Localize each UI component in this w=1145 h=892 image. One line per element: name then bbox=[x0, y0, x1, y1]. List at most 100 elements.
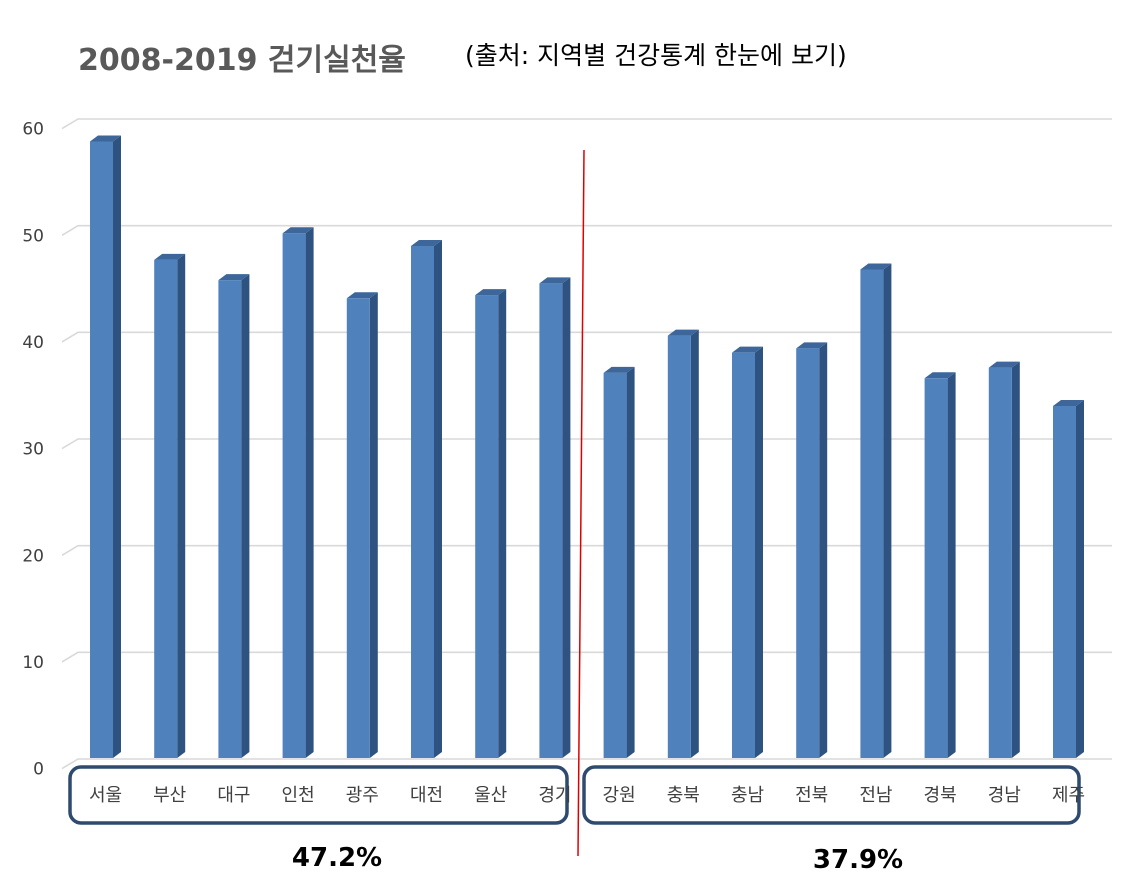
bar-front bbox=[667, 335, 691, 758]
bar-front bbox=[603, 372, 627, 758]
bar bbox=[154, 253, 186, 758]
bar-front bbox=[1053, 406, 1076, 758]
bar bbox=[667, 329, 699, 758]
group-boxes: 47.2% 37.9% bbox=[68, 765, 1081, 875]
bar-top bbox=[603, 366, 635, 373]
x-tick-label: 경기 bbox=[538, 785, 571, 806]
group-box bbox=[582, 765, 1081, 825]
bar-side bbox=[626, 366, 635, 758]
bar-side bbox=[883, 263, 892, 758]
bar-side bbox=[562, 277, 571, 758]
bar bbox=[860, 263, 892, 758]
bar-front bbox=[988, 367, 1012, 758]
bar-top bbox=[860, 263, 892, 270]
x-tick-label: 인천 bbox=[282, 785, 315, 806]
x-tick-label: 대전 bbox=[410, 785, 443, 806]
bar-side bbox=[947, 372, 956, 758]
bar bbox=[924, 372, 956, 758]
bar-top bbox=[732, 346, 763, 353]
grid-line bbox=[61, 544, 1112, 556]
bar-front bbox=[475, 295, 499, 758]
bar-front bbox=[539, 283, 563, 758]
x-tick-label: 울산 bbox=[474, 785, 507, 806]
bar-top bbox=[924, 372, 956, 379]
y-tick-label: 0 bbox=[33, 760, 44, 780]
bar-side bbox=[434, 240, 442, 758]
x-tick-label: 경남 bbox=[988, 785, 1021, 806]
x-tick-label: 대구 bbox=[217, 785, 250, 806]
bar-front bbox=[924, 378, 948, 758]
bar-top bbox=[154, 253, 186, 260]
bar-side bbox=[241, 274, 250, 758]
bar bbox=[539, 277, 571, 758]
bar-front bbox=[90, 141, 113, 758]
bar bbox=[90, 135, 121, 758]
bar-top bbox=[667, 329, 699, 336]
y-tick-label: 50 bbox=[22, 226, 44, 246]
x-axis-labels: 서울 부산 대구 인천 광주 대전 울산 경기 강원 충북 충남 전북 전남 경북 경남 제주 bbox=[89, 785, 1085, 806]
bar-front bbox=[411, 246, 434, 758]
group-divider bbox=[577, 149, 585, 857]
x-tick-label: 강원 bbox=[603, 785, 636, 806]
bar-top bbox=[1053, 400, 1084, 406]
bar bbox=[732, 346, 763, 758]
grid-line bbox=[61, 331, 1112, 343]
grid-lines bbox=[61, 118, 1112, 770]
bar bbox=[411, 240, 442, 758]
bar bbox=[988, 361, 1020, 758]
bar-top bbox=[282, 227, 314, 234]
bar-side bbox=[498, 289, 507, 758]
bar-top bbox=[90, 135, 121, 142]
x-tick-label: 서울 bbox=[89, 785, 122, 806]
grid-line bbox=[61, 651, 1112, 663]
bar-top bbox=[796, 342, 828, 349]
bar-top bbox=[475, 289, 507, 296]
y-tick-label: 30 bbox=[22, 440, 44, 460]
grid-line bbox=[61, 224, 1112, 236]
y-tick-label: 40 bbox=[22, 333, 44, 353]
bar-front bbox=[732, 352, 755, 758]
y-tick-label: 20 bbox=[22, 546, 44, 566]
x-tick-label: 제주 bbox=[1052, 785, 1085, 806]
bar-front bbox=[346, 298, 370, 758]
y-tick-label: 60 bbox=[22, 120, 44, 140]
y-axis-ticks: 0 10 20 30 40 50 60 bbox=[22, 120, 44, 780]
bar-side bbox=[690, 329, 699, 758]
group-average-label: 37.9% bbox=[813, 845, 903, 875]
grid-line bbox=[61, 118, 1112, 130]
bar bbox=[282, 227, 314, 758]
x-tick-label: 전남 bbox=[859, 785, 892, 806]
bar bbox=[1053, 400, 1084, 758]
y-tick-label: 10 bbox=[22, 653, 44, 673]
x-tick-label: 경북 bbox=[924, 785, 957, 806]
x-tick-label: 충남 bbox=[731, 785, 764, 806]
bar-top bbox=[988, 361, 1020, 368]
bar bbox=[218, 274, 250, 758]
bar bbox=[346, 292, 378, 758]
x-tick-label: 전북 bbox=[795, 785, 828, 806]
grid-line bbox=[61, 438, 1112, 450]
chart-subtitle: (출처: 지역별 건강통계 한눈에 보기) bbox=[465, 41, 847, 70]
bar-front bbox=[796, 348, 820, 758]
grid-line bbox=[61, 758, 1112, 770]
bar-front bbox=[860, 269, 884, 758]
bars bbox=[90, 135, 1084, 758]
x-tick-label: 광주 bbox=[346, 785, 379, 806]
bar-side bbox=[305, 227, 314, 758]
bar-side bbox=[113, 135, 121, 758]
x-tick-label: 충북 bbox=[667, 785, 700, 806]
bar-side bbox=[1076, 400, 1084, 758]
divider-line bbox=[577, 149, 585, 857]
bar bbox=[603, 366, 635, 758]
bar-side bbox=[177, 253, 186, 758]
bar-side bbox=[819, 342, 828, 758]
bar-side bbox=[755, 346, 763, 758]
bar-front bbox=[282, 233, 306, 758]
bar bbox=[796, 342, 828, 758]
bar-side bbox=[369, 292, 378, 758]
bar-top bbox=[218, 274, 250, 281]
bar-front bbox=[154, 259, 178, 758]
chart-title: 2008-2019 걷기실천율 bbox=[78, 43, 406, 78]
